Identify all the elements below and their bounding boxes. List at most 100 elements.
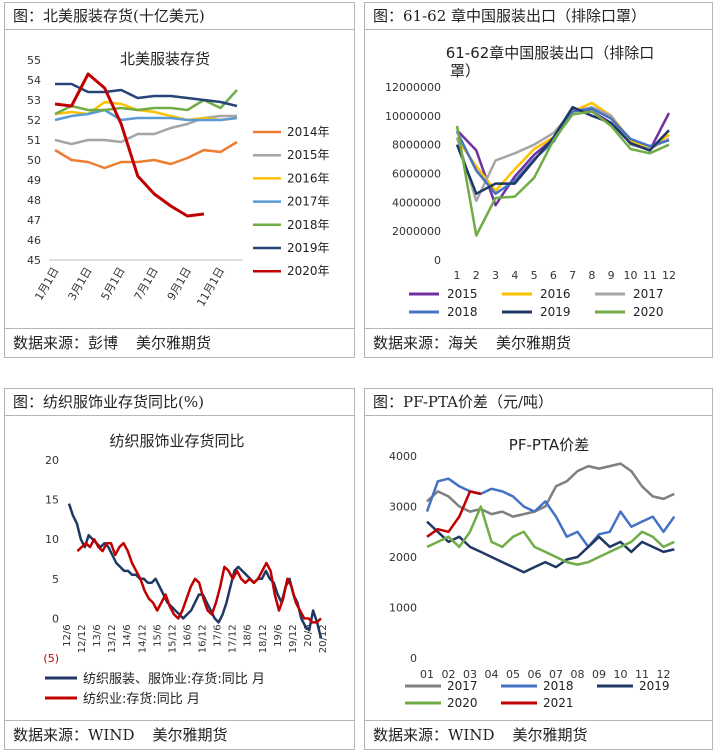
series-line-2021 xyxy=(426,490,482,538)
y-tick-label: 0 xyxy=(434,254,441,267)
legend-label: 2018年 xyxy=(287,218,330,232)
source-line: 数据来源：WIND 美尔雅期货 xyxy=(365,720,712,749)
x-tick-label: 5 xyxy=(531,269,538,282)
panel-textile-inventory-yoy: 图：纺织服饰业存货同比(%) 纺织服饰业存货同比 (5) 0 5 10 15 20 12/6 1… xyxy=(4,388,355,750)
x-tick-label: 18/6 xyxy=(243,624,254,646)
legend-label: 2019 xyxy=(639,679,670,693)
x-tick-label: 05 xyxy=(506,668,520,681)
y-tick-label: 54 xyxy=(27,74,41,87)
x-tick-label: 04 xyxy=(485,668,499,681)
legend-label: 2017年 xyxy=(287,195,330,209)
chart-title-line1: 61-62章中国服装出口（排除口 xyxy=(446,44,655,62)
x-tick-label: 12 xyxy=(662,269,676,282)
series-line-2017 xyxy=(426,462,675,518)
panel-title: 图：61-62 章中国服装出口（排除口罩） xyxy=(365,3,712,30)
source-label: 数据来源：海关 xyxy=(373,334,479,352)
panel-title: 图：纺织服饰业存货同比(%) xyxy=(5,389,354,416)
y-tick-label: 3000 xyxy=(389,501,417,514)
legend-label: 2020 xyxy=(447,696,478,710)
x-tick-label: 3月1日 xyxy=(65,265,94,303)
x-tick-label: 1 xyxy=(454,269,461,282)
y-tick-label: 49 xyxy=(27,174,41,187)
x-tick-label: 11 xyxy=(643,269,657,282)
chart-pf-pta-spread: PF-PTA价差 0 1000 2000 3000 4000 01 02 03 04 05 06 07 0… xyxy=(389,436,676,710)
legend-label: 2018 xyxy=(543,679,574,693)
y-tick-label: 47 xyxy=(27,214,41,227)
chart-title: 北美服装存货 xyxy=(120,50,210,68)
x-tick-label: 13/12 xyxy=(107,624,118,653)
legend-label: 2020 xyxy=(633,305,664,319)
source-org: 美尔雅期货 xyxy=(136,334,212,352)
y-tick-label: 55 xyxy=(27,54,41,67)
panel-title: 图：北美服装存货(十亿美元) xyxy=(5,3,354,30)
x-tick-label: 09 xyxy=(592,668,606,681)
source-line: 数据来源：WIND 美尔雅期货 xyxy=(5,720,354,749)
source-org: 美尔雅期货 xyxy=(496,334,572,352)
legend-label: 2021 xyxy=(543,696,574,710)
legend-label: 2017 xyxy=(633,287,664,301)
x-tick-label: 2 xyxy=(473,269,480,282)
x-tick-label: 16/6 xyxy=(182,624,193,646)
source-line: 数据来源：海关 美尔雅期货 xyxy=(365,328,712,357)
panel-pf-pta-spread: 图：PF-PTA价差（元/吨） PF-PTA价差 0 1000 2000 3000 400… xyxy=(364,388,713,750)
y-tick-label: 15 xyxy=(45,494,59,507)
x-tick-label: 01 xyxy=(420,668,434,681)
series-line-2020 xyxy=(426,505,675,566)
chart-title-line2: 罩） xyxy=(450,62,480,80)
series-line-2019 xyxy=(426,520,675,574)
y-tick-label: 1000 xyxy=(389,602,417,615)
y-tick-label: 20 xyxy=(45,454,59,467)
x-tick-label: 1月1日 xyxy=(32,265,61,303)
x-tick-label: 7月1日 xyxy=(132,265,161,303)
series-line-2014年 xyxy=(54,140,238,170)
x-tick-label: 11 xyxy=(635,668,649,681)
y-tick-label: 45 xyxy=(27,254,41,267)
chart-title: PF-PTA价差 xyxy=(509,436,589,454)
legend-label: 纺织服装、服饰业:存货:同比 月 xyxy=(83,671,265,687)
x-tick-label: 6 xyxy=(550,269,557,282)
x-tick-label: 15/6 xyxy=(152,624,163,646)
source-org: 美尔雅期货 xyxy=(152,726,228,744)
series-line xyxy=(76,537,322,624)
series-line-2019 xyxy=(455,105,670,195)
chart-textile-inventory-yoy: 纺织服饰业存货同比 (5) 0 5 10 15 20 12/6 12/12 13/6 13/12 14… xyxy=(43,432,329,707)
y-tick-label: 53 xyxy=(27,94,41,107)
x-tick-label: 10 xyxy=(614,668,628,681)
y-tick-label: 8000000 xyxy=(392,139,441,152)
x-tick-label: 20/6 xyxy=(303,624,314,646)
series-line-2020 xyxy=(455,110,670,237)
y-tick-label: 2000000 xyxy=(392,225,441,238)
x-tick-label: 11月1日 xyxy=(194,265,227,309)
series-line-2019年 xyxy=(55,82,238,108)
x-tick-label: 9 xyxy=(608,269,615,282)
y-tick-label: 52 xyxy=(27,114,41,127)
legend-label: 纺织业:存货:同比 月 xyxy=(83,691,200,707)
y-tick-label: 48 xyxy=(27,194,41,207)
x-tick-label: 8 xyxy=(588,269,595,282)
x-tick-label: 4 xyxy=(511,269,518,282)
x-tick-label: 03 xyxy=(463,668,477,681)
y-tick-label: 0 xyxy=(410,652,417,665)
source-label: 数据来源：WIND xyxy=(13,726,135,744)
x-tick-label: 15/12 xyxy=(167,624,178,653)
x-tick-label: 02 xyxy=(442,668,456,681)
chart-china-apparel-export: 61-62章中国服装出口（排除口罩） 0 2000000 4000000 6000000… xyxy=(385,44,676,319)
x-tick-label: 07 xyxy=(549,668,563,681)
y-tick-label: 0 xyxy=(52,612,59,625)
y-tick-label: 4000000 xyxy=(392,196,441,209)
y-tick-label: 51 xyxy=(27,134,41,147)
x-tick-label: 10 xyxy=(623,269,637,282)
y-tick-label: 46 xyxy=(27,234,41,247)
y-tick-label: 12000000 xyxy=(385,81,441,94)
source-line: 数据来源：彭博 美尔雅期货 xyxy=(5,328,354,357)
panel-china-apparel-export: 图：61-62 章中国服装出口（排除口罩） 61-62章中国服装出口（排除口 罩）… xyxy=(364,2,713,358)
legend-label: 2016年 xyxy=(287,171,330,185)
legend-label: 2015 xyxy=(447,287,478,301)
x-tick-label: 14/6 xyxy=(122,624,133,646)
legend-label: 2017 xyxy=(447,679,478,693)
chart-north-america-inventory: 北美服装存货 45 46 47 48 49 50 51 52 53 54 55 1月1日 3月1日 5月1日… xyxy=(27,50,330,309)
legend-label: 2015年 xyxy=(287,148,330,162)
series-line-2018 xyxy=(425,477,676,549)
y-tick-label: 4000 xyxy=(389,450,417,463)
legend-label: 2019 xyxy=(540,305,571,319)
